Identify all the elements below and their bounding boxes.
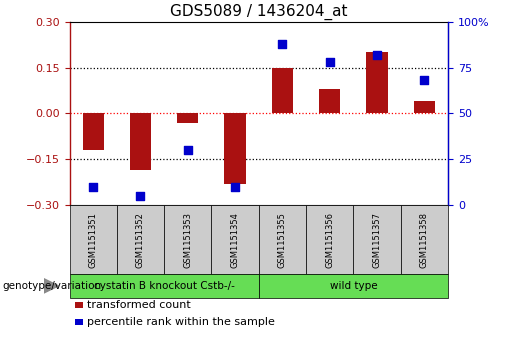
Text: GSM1151353: GSM1151353 [183, 212, 192, 268]
Bar [272, 68, 293, 113]
Bar [177, 113, 198, 123]
Text: GSM1151352: GSM1151352 [136, 212, 145, 268]
Text: genotype/variation: genotype/variation [3, 281, 101, 291]
Text: wild type: wild type [330, 281, 377, 291]
Text: GSM1151357: GSM1151357 [372, 212, 382, 268]
Text: percentile rank within the sample: percentile rank within the sample [87, 317, 275, 327]
Point [278, 41, 286, 47]
Polygon shape [44, 279, 58, 293]
Text: GSM1151355: GSM1151355 [278, 212, 287, 268]
Text: GSM1151358: GSM1151358 [420, 212, 429, 268]
Point [373, 52, 381, 58]
Bar [414, 101, 435, 113]
Bar [319, 89, 340, 113]
Bar [130, 113, 151, 170]
Point [89, 184, 97, 189]
Bar [225, 113, 246, 184]
Point [420, 78, 428, 83]
Text: GSM1151356: GSM1151356 [325, 212, 334, 268]
Bar [367, 52, 388, 113]
Text: transformed count: transformed count [87, 300, 191, 310]
Point [136, 193, 145, 199]
Title: GDS5089 / 1436204_at: GDS5089 / 1436204_at [170, 4, 348, 20]
Point [231, 184, 239, 189]
Point [325, 59, 334, 65]
Text: GSM1151351: GSM1151351 [89, 212, 98, 268]
Point [184, 147, 192, 153]
Text: cystatin B knockout Cstb-/-: cystatin B knockout Cstb-/- [94, 281, 235, 291]
Bar [82, 113, 104, 150]
Text: GSM1151354: GSM1151354 [231, 212, 239, 268]
